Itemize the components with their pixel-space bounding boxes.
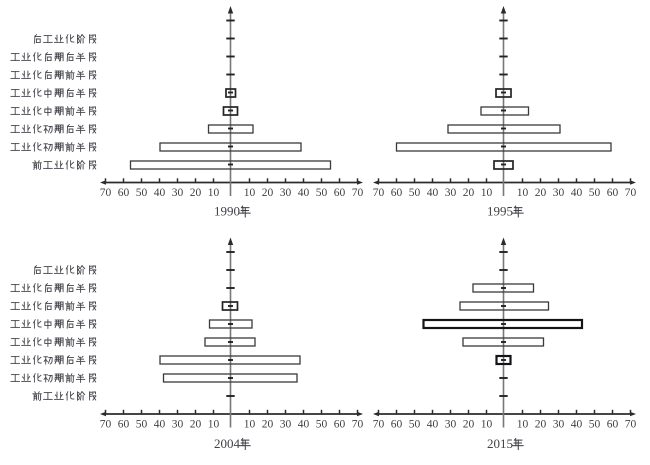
- svg-text:40: 40: [154, 187, 166, 199]
- svg-text:70: 70: [373, 187, 385, 199]
- svg-text:40: 40: [298, 187, 310, 199]
- svg-text:10: 10: [244, 419, 256, 431]
- svg-text:40: 40: [154, 419, 166, 431]
- svg-text:60: 60: [391, 419, 403, 431]
- svg-text:20: 20: [535, 419, 547, 431]
- svg-text:60: 60: [391, 187, 403, 199]
- svg-text:20: 20: [262, 419, 274, 431]
- svg-text:70: 70: [625, 419, 637, 431]
- svg-text:10: 10: [481, 187, 493, 199]
- svg-text:60: 60: [607, 187, 619, 199]
- svg-text:20: 20: [190, 187, 202, 199]
- svg-text:30: 30: [553, 187, 565, 199]
- svg-text:70: 70: [373, 419, 385, 431]
- svg-text:20: 20: [535, 187, 547, 199]
- svg-text:50: 50: [589, 187, 601, 199]
- svg-text:60: 60: [334, 419, 346, 431]
- svg-text:1995: 1995: [487, 204, 513, 219]
- svg-text:50: 50: [136, 187, 148, 199]
- svg-text:60: 60: [334, 187, 346, 199]
- svg-text:50: 50: [589, 419, 601, 431]
- svg-text:40: 40: [571, 419, 583, 431]
- svg-text:60: 60: [118, 187, 130, 199]
- svg-text:10: 10: [517, 187, 529, 199]
- svg-text:50: 50: [409, 419, 421, 431]
- svg-text:30: 30: [172, 187, 184, 199]
- svg-text:30: 30: [172, 419, 184, 431]
- svg-text:20: 20: [463, 187, 475, 199]
- svg-text:60: 60: [118, 419, 130, 431]
- svg-text:70: 70: [352, 187, 364, 199]
- svg-text:60: 60: [607, 419, 619, 431]
- svg-text:20: 20: [262, 187, 274, 199]
- svg-text:40: 40: [427, 419, 439, 431]
- svg-text:50: 50: [316, 187, 328, 199]
- svg-text:2004: 2004: [214, 436, 241, 451]
- svg-text:2015: 2015: [487, 436, 513, 451]
- svg-text:40: 40: [571, 187, 583, 199]
- svg-text:70: 70: [100, 419, 112, 431]
- svg-text:10: 10: [208, 419, 220, 431]
- svg-text:70: 70: [100, 187, 112, 199]
- svg-text:50: 50: [136, 419, 148, 431]
- svg-text:70: 70: [352, 419, 364, 431]
- svg-text:10: 10: [517, 419, 529, 431]
- svg-text:50: 50: [316, 419, 328, 431]
- svg-text:40: 40: [427, 187, 439, 199]
- svg-text:10: 10: [244, 187, 256, 199]
- svg-text:30: 30: [445, 187, 457, 199]
- svg-text:20: 20: [463, 419, 475, 431]
- svg-text:1990: 1990: [214, 204, 240, 219]
- svg-text:10: 10: [208, 187, 220, 199]
- svg-text:40: 40: [298, 419, 310, 431]
- svg-text:70: 70: [625, 187, 637, 199]
- svg-text:50: 50: [409, 187, 421, 199]
- svg-text:30: 30: [445, 419, 457, 431]
- svg-text:30: 30: [280, 419, 292, 431]
- svg-text:30: 30: [280, 187, 292, 199]
- svg-text:20: 20: [190, 419, 202, 431]
- svg-text:30: 30: [553, 419, 565, 431]
- svg-text:10: 10: [481, 419, 493, 431]
